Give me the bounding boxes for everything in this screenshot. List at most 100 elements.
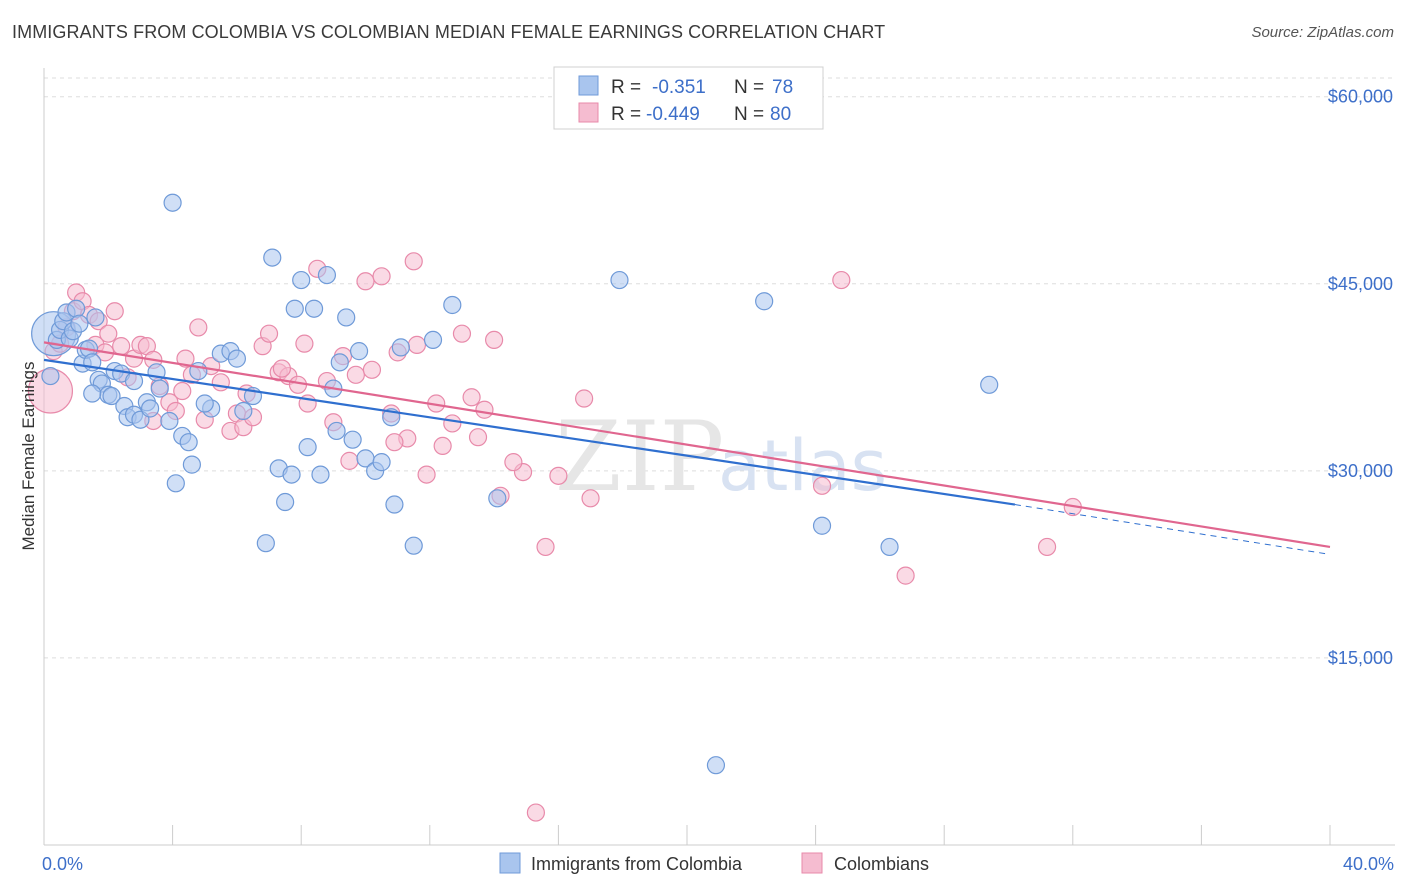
watermark: ZIP atlas: [555, 401, 887, 513]
immigrants-point-66: [488, 489, 507, 508]
legend: R = -0.351 N = 78 R = -0.449 N = 80: [553, 66, 824, 130]
immigrants-point-7: [67, 299, 86, 318]
immigrants-point-28: [160, 411, 179, 431]
colombians-point-11: [99, 324, 118, 343]
x-tick-label-1: 40.0%: [1343, 854, 1394, 874]
immigrants-point-41: [256, 534, 275, 553]
immigrants-point-63: [404, 536, 423, 555]
chart-title: IMMIGRANTS FROM COLOMBIA VS COLOMBIAN ME…: [12, 22, 886, 42]
legend-r-value-1: -0.351: [652, 77, 706, 98]
colombians-point-63: [812, 476, 832, 495]
colombians-point-61: [575, 389, 594, 408]
immigrants-point-69: [755, 292, 774, 311]
immigrants-point-53: [330, 353, 349, 372]
immigrants-point-27: [150, 379, 169, 398]
immigrants-point-71: [812, 516, 832, 535]
y-tick-label-0: $15,000: [1328, 648, 1393, 668]
colombians-point-62: [581, 489, 600, 508]
colombians-point-75: [504, 453, 523, 472]
immigrants-point-70: [980, 375, 999, 394]
legend-n-value-1: 78: [772, 77, 793, 98]
y-axis-title: Median Female Earnings: [19, 362, 38, 551]
colombians-point-49: [404, 252, 423, 271]
legend-n-value-2: 80: [770, 104, 791, 125]
source-label: Source: ZipAtlas.com: [1251, 24, 1394, 41]
legend-r-value-2: -0.449: [646, 104, 700, 125]
colombians-point-71: [407, 335, 427, 354]
immigrants-point-49: [304, 299, 324, 318]
immigrants-point-55: [343, 430, 362, 449]
colombians-point-53: [452, 324, 472, 343]
immigrants-point-13: [86, 308, 105, 327]
legend-n-label-2: N =: [734, 104, 764, 125]
immigrants-point-25: [140, 399, 160, 418]
colombians-point-72: [475, 400, 494, 419]
colombians-point-66: [1037, 537, 1057, 557]
immigrants-point-56: [349, 342, 369, 361]
legend-n-label-1: N =: [734, 77, 764, 98]
immigrants-point-67: [610, 270, 629, 290]
colombians-point-60: [549, 466, 568, 485]
colombians-point-22: [173, 381, 192, 401]
colombians-point-64: [832, 270, 851, 290]
trend-line-immigrants-extension: [1014, 504, 1331, 555]
colombians-point-27: [211, 373, 230, 392]
y-tick-label-1: $30,000: [1328, 461, 1393, 481]
trend-line-immigrants: [43, 358, 1016, 506]
colombians-point-51: [433, 436, 452, 456]
immigrants-point-65: [443, 295, 462, 315]
immigrants-point-72: [880, 537, 899, 557]
series-immigrants-points: [31, 193, 999, 775]
colombians-point-74: [385, 433, 404, 452]
colombians-point-79: [295, 334, 314, 353]
immigrants-point-38: [227, 349, 246, 368]
colombians-point-42: [346, 365, 365, 384]
axes: [43, 68, 1395, 846]
colombians-point-43: [356, 272, 375, 291]
y-tick-labels: $15,000 $30,000 $45,000 $60,000: [1328, 87, 1393, 668]
immigrants-point-42: [263, 248, 282, 267]
y-tick-label-2: $45,000: [1328, 274, 1393, 294]
immigrants-point-39: [234, 401, 253, 421]
bottom-legend-label-colombians: Colombians: [834, 854, 929, 874]
bottom-legend: Immigrants from Colombia Colombians: [499, 852, 929, 874]
watermark-atlas: atlas: [718, 425, 887, 507]
bottom-legend-label-immigrants: Immigrants from Colombia: [531, 854, 743, 874]
colombians-point-65: [896, 566, 915, 585]
legend-swatch-pink: [578, 102, 599, 123]
colombians-point-70: [340, 451, 359, 470]
immigrants-point-17: [102, 386, 121, 406]
colombians-point-44: [362, 360, 382, 379]
immigrants-point-8: [70, 314, 89, 333]
colombians-point-45: [372, 267, 391, 286]
immigrants-point-32: [179, 433, 198, 452]
immigrants-point-45: [282, 465, 301, 484]
immigrants-point-48: [298, 438, 317, 457]
colombians-point-55: [468, 428, 488, 447]
immigrants-point-50: [311, 465, 330, 484]
legend-swatch-blue: [578, 75, 599, 96]
immigrants-point-47: [292, 270, 311, 290]
immigrants-point-30: [166, 474, 185, 493]
colombians-point-12: [105, 302, 124, 321]
immigrants-point-54: [337, 308, 356, 327]
x-tick-labels: 0.0% 40.0%: [42, 854, 1394, 874]
series-colombians-points: [27, 252, 1082, 822]
trend-line-colombians: [43, 341, 1331, 549]
bottom-legend-swatch-blue: [499, 852, 521, 874]
immigrants-point-77: [327, 421, 346, 441]
colombians-point-52: [443, 414, 462, 433]
colombians-point-50: [417, 465, 436, 484]
legend-r-label-2: R =: [611, 104, 641, 125]
legend-r-label-1: R =: [611, 77, 641, 98]
immigrants-point-74: [83, 384, 102, 403]
immigrants-point-44: [276, 492, 295, 512]
immigrants-point-33: [182, 455, 201, 474]
immigrants-point-61: [385, 495, 404, 514]
colombians-point-33: [259, 324, 279, 343]
bottom-legend-swatch-pink: [801, 852, 823, 874]
immigrants-point-64: [423, 330, 443, 350]
immigrants-point-73: [41, 366, 60, 386]
immigrants-point-76: [195, 394, 214, 413]
